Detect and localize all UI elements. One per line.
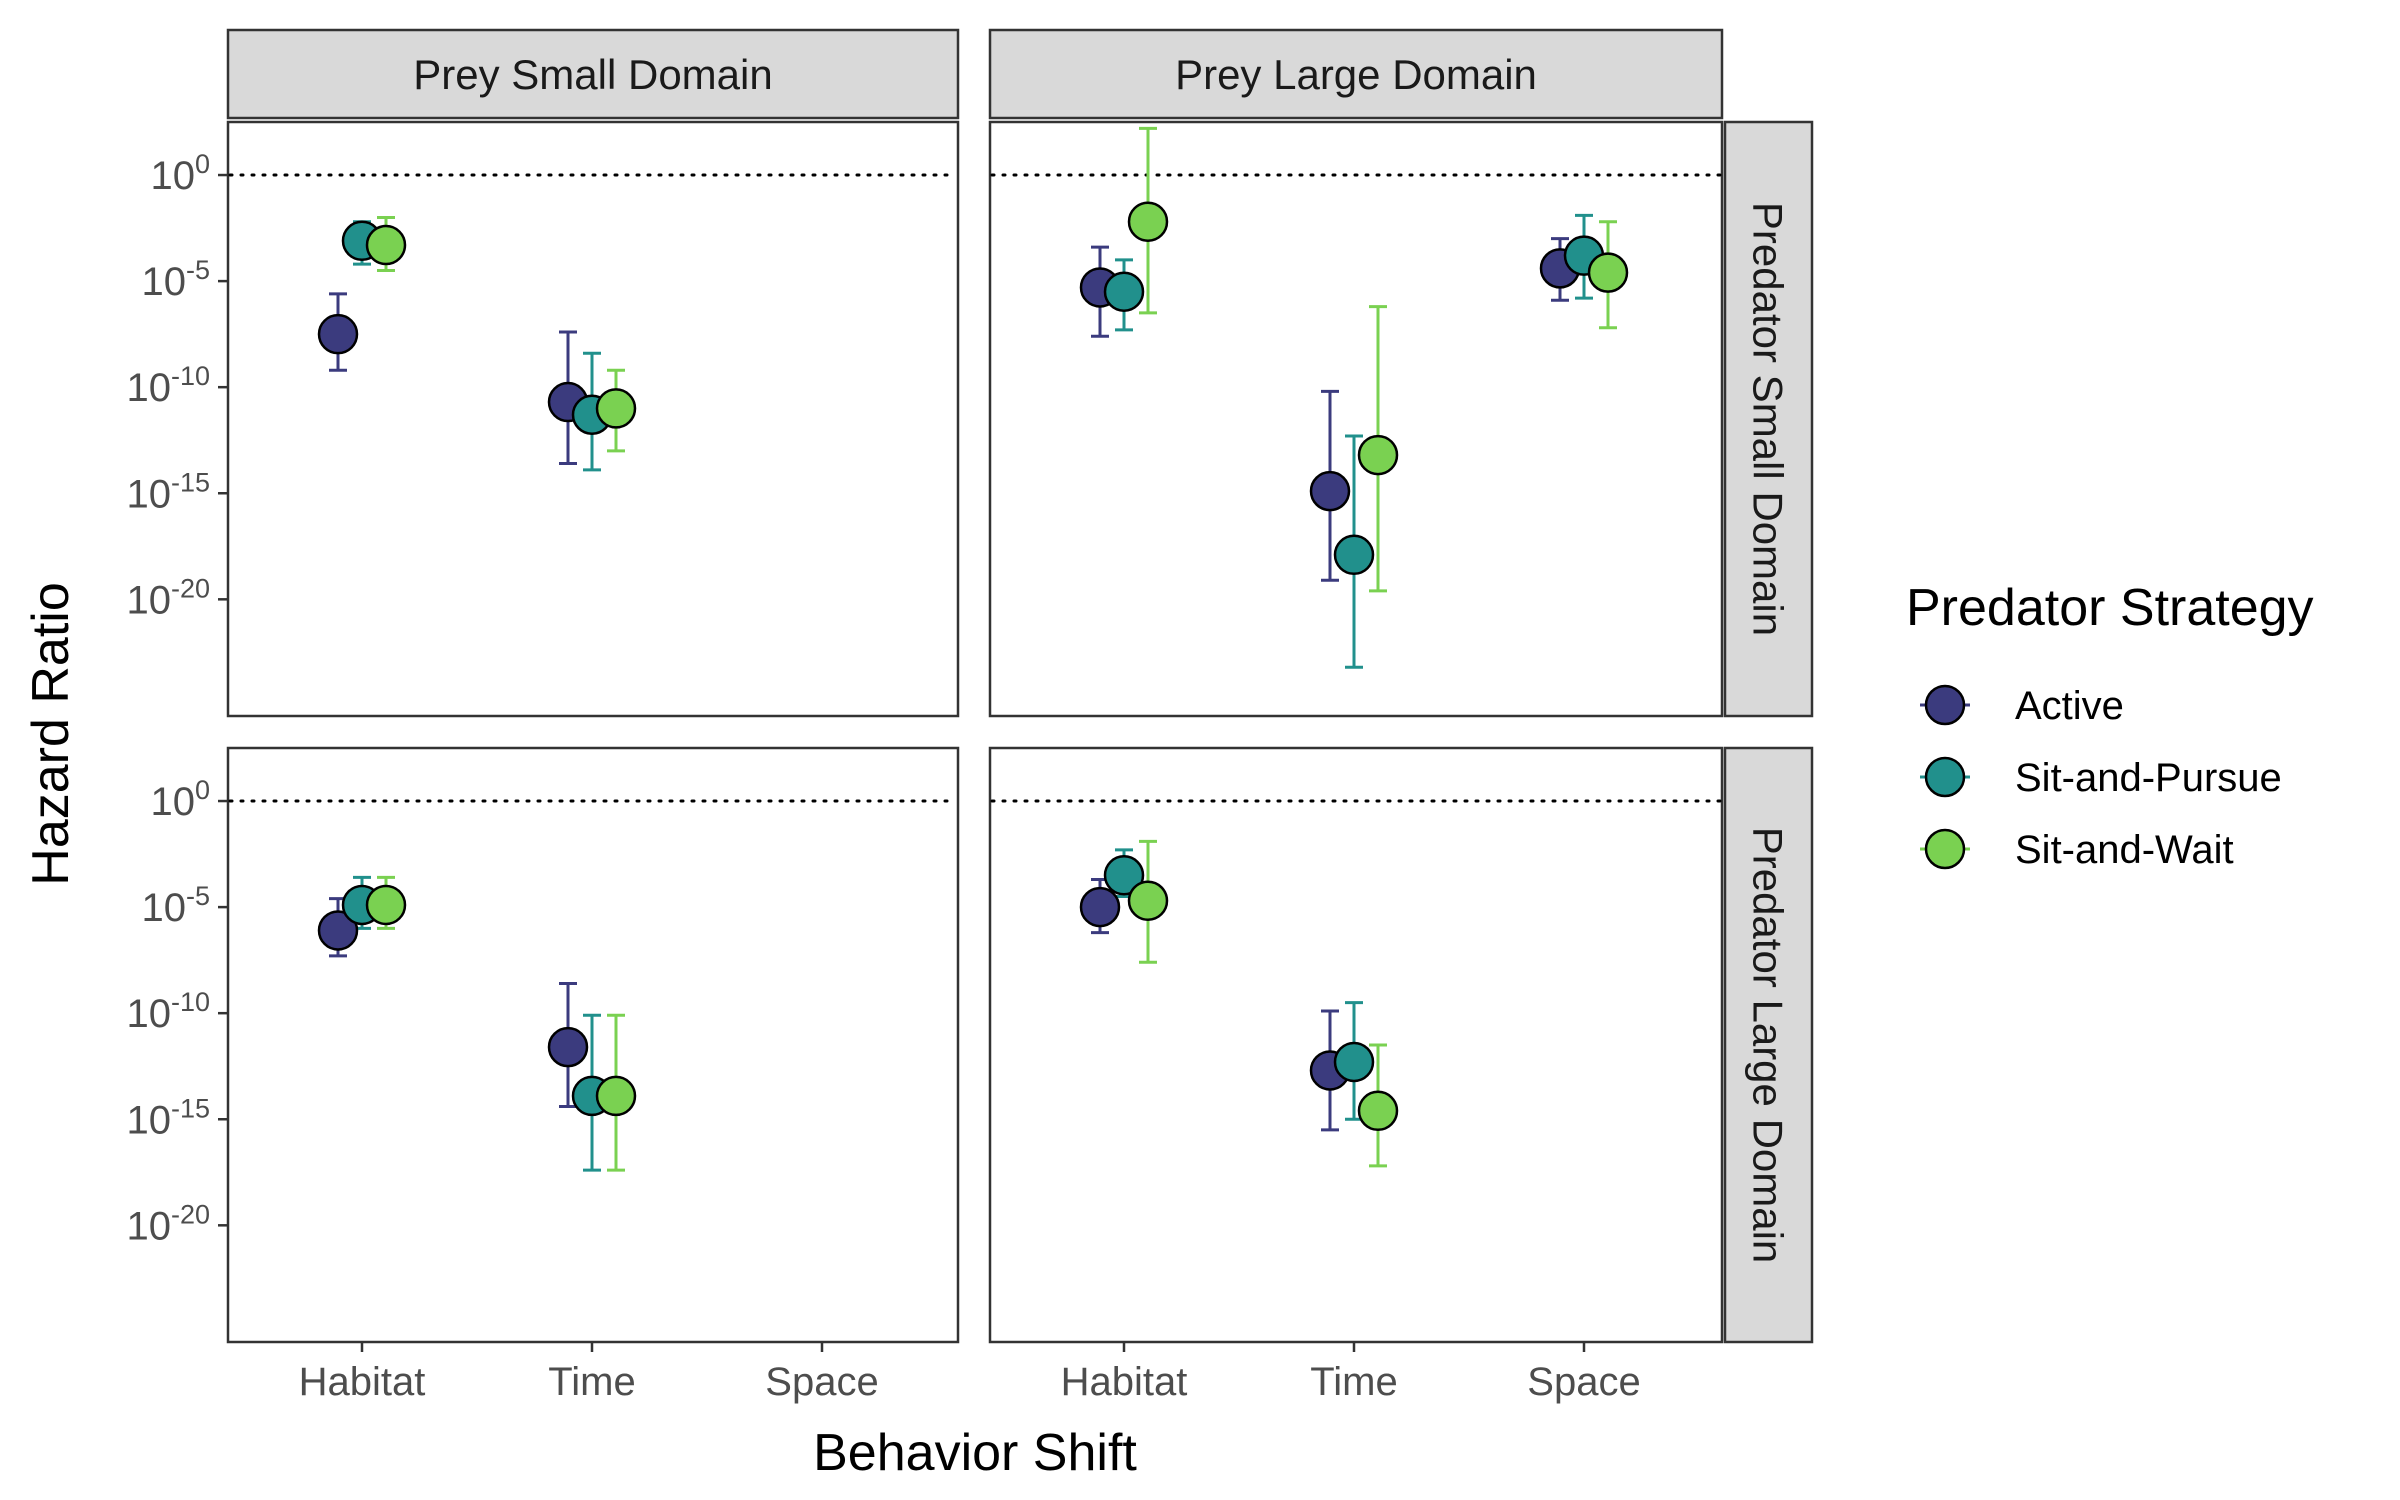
- data-point: [1587, 252, 1629, 293]
- x-axis-title: Behavior Shift: [813, 1424, 1137, 1482]
- legend-label: Sit-and-Pursue: [2015, 756, 2282, 800]
- panel-data: [317, 875, 637, 1172]
- data-point: [1127, 201, 1169, 242]
- data-point: [1127, 880, 1169, 921]
- data-point: [595, 1075, 637, 1117]
- y-tick-label: 10-20: [126, 1199, 210, 1248]
- y-tick-label: 100: [150, 149, 210, 198]
- y-tick-label: 10-20: [126, 573, 210, 622]
- data-point: [317, 313, 359, 355]
- y-tick-label: 10-15: [126, 1093, 210, 1142]
- data-point: [595, 388, 637, 429]
- y-tick-label: 10-15: [126, 467, 210, 516]
- col-strip-label: Prey Large Domain: [1175, 51, 1537, 98]
- row-strip: [1723, 746, 1814, 1344]
- row-strip-label: Predator Large Domain: [1745, 827, 1792, 1264]
- legend-key: [1920, 684, 1970, 726]
- data-point: [1357, 434, 1399, 476]
- legend-key: [1920, 756, 1970, 798]
- legend-label: Sit-and-Wait: [2015, 828, 2234, 872]
- data-point: [365, 884, 407, 926]
- x-tick-label: Space: [1527, 1360, 1640, 1404]
- legend-label: Active: [2015, 684, 2124, 728]
- panel-data: [1079, 126, 1629, 669]
- data-point: [1333, 1041, 1375, 1083]
- col-strip: [988, 28, 1724, 120]
- col-strip-label: Prey Small Domain: [413, 51, 772, 98]
- legend-key-point: [1924, 756, 1966, 798]
- data-point: [365, 224, 407, 266]
- data-point: [1309, 470, 1351, 512]
- legend-key-point: [1924, 684, 1966, 726]
- data-point: [1357, 1090, 1399, 1132]
- data-point: [1103, 855, 1145, 896]
- x-tick-label: Time: [1310, 1360, 1397, 1404]
- data-point: [1079, 886, 1121, 928]
- row-strip: [1723, 120, 1814, 718]
- y-tick-label: 10-5: [141, 255, 210, 304]
- y-axis-title: Hazard Ratio: [22, 582, 80, 885]
- x-tick-label: Space: [765, 1360, 878, 1404]
- x-tick-label: Habitat: [1061, 1360, 1188, 1404]
- y-tick-label: 100: [150, 775, 210, 824]
- legend-key: [1920, 828, 1970, 870]
- y-tick-label: 10-5: [141, 881, 210, 930]
- y-tick-label: 10-10: [126, 987, 210, 1036]
- panel-data: [1079, 839, 1399, 1168]
- panels-layer: Prey Small Domain Prey Large Domain Predat…: [126, 28, 1814, 1404]
- data-point: [547, 1026, 589, 1068]
- legend: Predator Strategy Active Sit-and-Pursue Si…: [1906, 579, 2314, 872]
- x-tick-label: Habitat: [299, 1360, 426, 1404]
- y-tick-label: 10-10: [126, 361, 210, 410]
- data-point: [1333, 534, 1375, 576]
- legend-title: Predator Strategy: [1906, 579, 2314, 637]
- data-point: [1103, 271, 1145, 312]
- row-strip-label: Predator Small Domain: [1745, 202, 1792, 636]
- panel-data: [317, 215, 637, 472]
- col-strip: [226, 28, 960, 120]
- x-tick-label: Time: [548, 1360, 635, 1404]
- legend-key-point: [1924, 828, 1966, 870]
- data-point: [317, 910, 359, 951]
- panel-frame: [988, 120, 1724, 718]
